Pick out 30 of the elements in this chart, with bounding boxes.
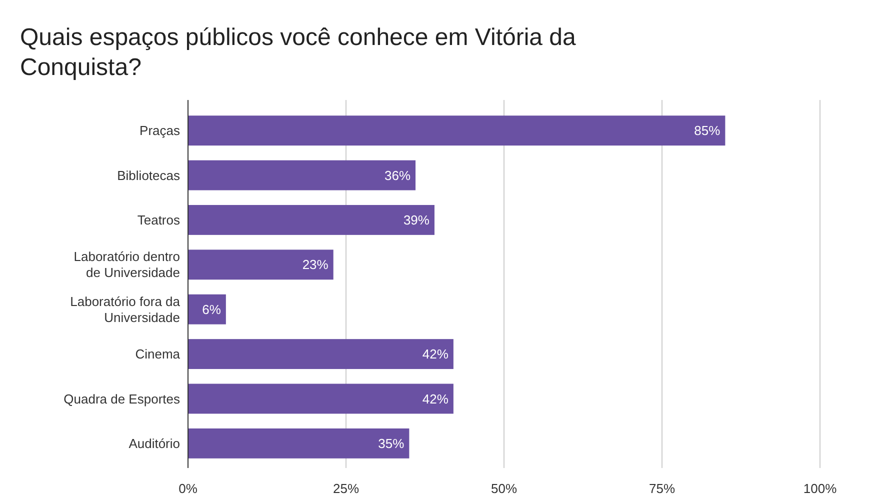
bar xyxy=(188,160,416,190)
data-label: 23% xyxy=(302,257,329,272)
data-label: 35% xyxy=(378,436,405,451)
y-tick-label: Teatros xyxy=(137,212,180,228)
y-tick-label: Quadra de Esportes xyxy=(64,391,180,406)
bar xyxy=(188,116,726,146)
y-tick-label: Cinema xyxy=(135,346,181,362)
y-tick-label: Praças xyxy=(140,123,180,138)
x-tick-label: 100% xyxy=(803,481,838,496)
bar xyxy=(188,339,454,370)
bar xyxy=(188,428,410,458)
chart-title: Quais espaços públicos você conhece em Vitória da Conquista? xyxy=(20,24,577,81)
data-label: 36% xyxy=(384,168,411,183)
y-tick-label: Auditório xyxy=(128,436,180,451)
y-tick-label: Laboratório dentro de Universidade xyxy=(74,249,180,280)
x-tick-label: 75% xyxy=(648,481,676,496)
x-tick-label: 25% xyxy=(332,481,360,496)
y-tick-label: Bibliotecas xyxy=(117,168,180,183)
data-label: 42% xyxy=(422,346,449,362)
bar xyxy=(188,384,454,414)
data-label: 42% xyxy=(422,391,449,406)
x-tick-label: 50% xyxy=(490,481,518,496)
x-tick-label: 0% xyxy=(178,481,198,496)
data-label: 85% xyxy=(694,123,721,138)
bar xyxy=(188,294,226,324)
bar xyxy=(188,250,334,280)
bar xyxy=(188,204,434,235)
y-tick-label: Laboratório fora da Universidade xyxy=(70,294,181,325)
data-label: 39% xyxy=(403,212,430,228)
data-label: 6% xyxy=(202,302,222,317)
